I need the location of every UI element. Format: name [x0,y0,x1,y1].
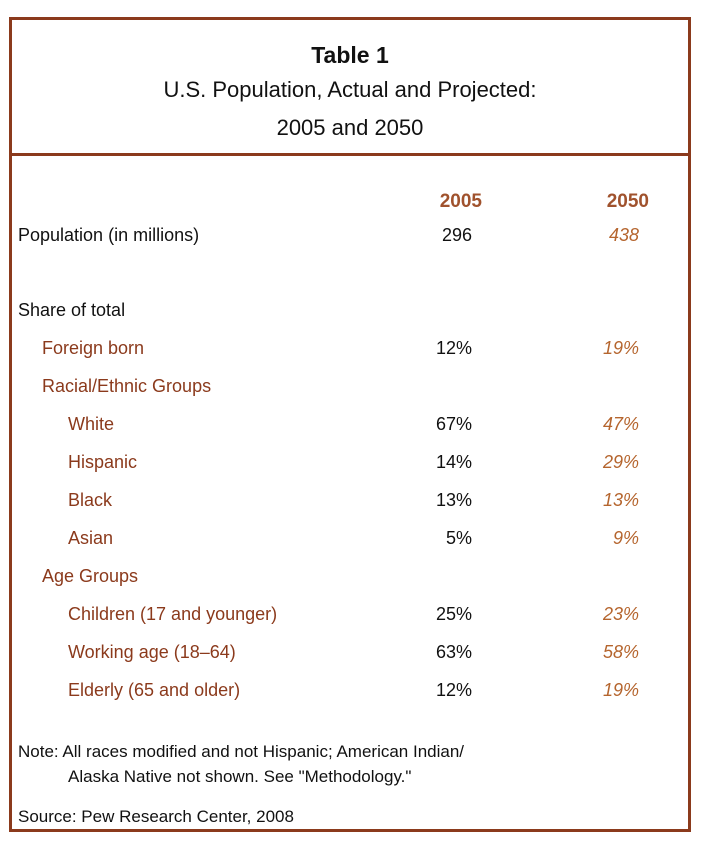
value-2050: 29% [602,452,639,472]
row-label: White [68,414,115,434]
table-row: Asian 5% 9% [12,525,688,551]
value-2050: 58% [602,642,639,662]
value-2050: 19% [602,680,639,700]
value-2005: 14% [435,452,472,472]
table-row: Hispanic 14% 29% [12,449,688,475]
table-subtitle-line1: U.S. Population, Actual and Projected: [163,77,537,102]
value-2005: 25% [435,604,472,624]
value-2050: 19% [602,338,639,358]
row-label: Population (in millions) [18,225,200,245]
value-2050: 13% [602,490,639,510]
row-label: Elderly (65 and older) [68,680,241,700]
table-note-line2: Alaska Native not shown. See "Methodolog… [68,767,412,786]
row-label: Age Groups [42,566,139,586]
table-header: Table 1 U.S. Population, Actual and Proj… [12,20,688,156]
column-header-2005: 2005 [439,191,482,212]
row-label: Share of total [18,300,126,320]
value-2050: 47% [602,414,639,434]
row-label: Children (17 and younger) [68,604,278,624]
table-title: Table 1 [311,42,389,68]
table-frame: Table 1 U.S. Population, Actual and Proj… [9,17,691,832]
row-label: Working age (18–64) [68,642,236,662]
table-row: White 67% 47% [12,411,688,437]
value-2050: 23% [602,604,639,624]
value-2050: 438 [608,225,639,245]
table-row: Elderly (65 and older) 12% 19% [12,677,688,703]
table-row: Foreign born 12% 19% [12,335,688,361]
table-row: Working age (18–64) 63% 58% [12,639,688,665]
value-2005: 13% [435,490,472,510]
table-row: Children (17 and younger) 25% 23% [12,601,688,627]
table-row: Age Groups [12,563,688,589]
table-row: Black 13% 13% [12,487,688,513]
value-2005: 67% [435,414,472,434]
value-2005: 12% [435,338,472,358]
value-2005: 63% [435,642,472,662]
table-row: Racial/Ethnic Groups [12,373,688,399]
value-2005: 296 [441,225,472,245]
value-2050: 9% [612,528,639,548]
column-header-2050: 2050 [606,191,649,212]
table-row: Share of total [12,297,688,323]
row-label: Black [68,490,113,510]
value-2005: 12% [435,680,472,700]
value-2005: 5% [445,528,472,548]
row-label: Foreign born [42,338,145,358]
table-note-line1: Note: All races modified and not Hispani… [18,742,465,761]
row-label: Asian [68,528,114,548]
table-subtitle-line2: 2005 and 2050 [276,115,424,140]
table-source: Source: Pew Research Center, 2008 [18,807,294,826]
row-label: Racial/Ethnic Groups [42,376,212,396]
row-label: Hispanic [68,452,138,472]
table-row: Population (in millions) 296 438 [12,222,688,248]
